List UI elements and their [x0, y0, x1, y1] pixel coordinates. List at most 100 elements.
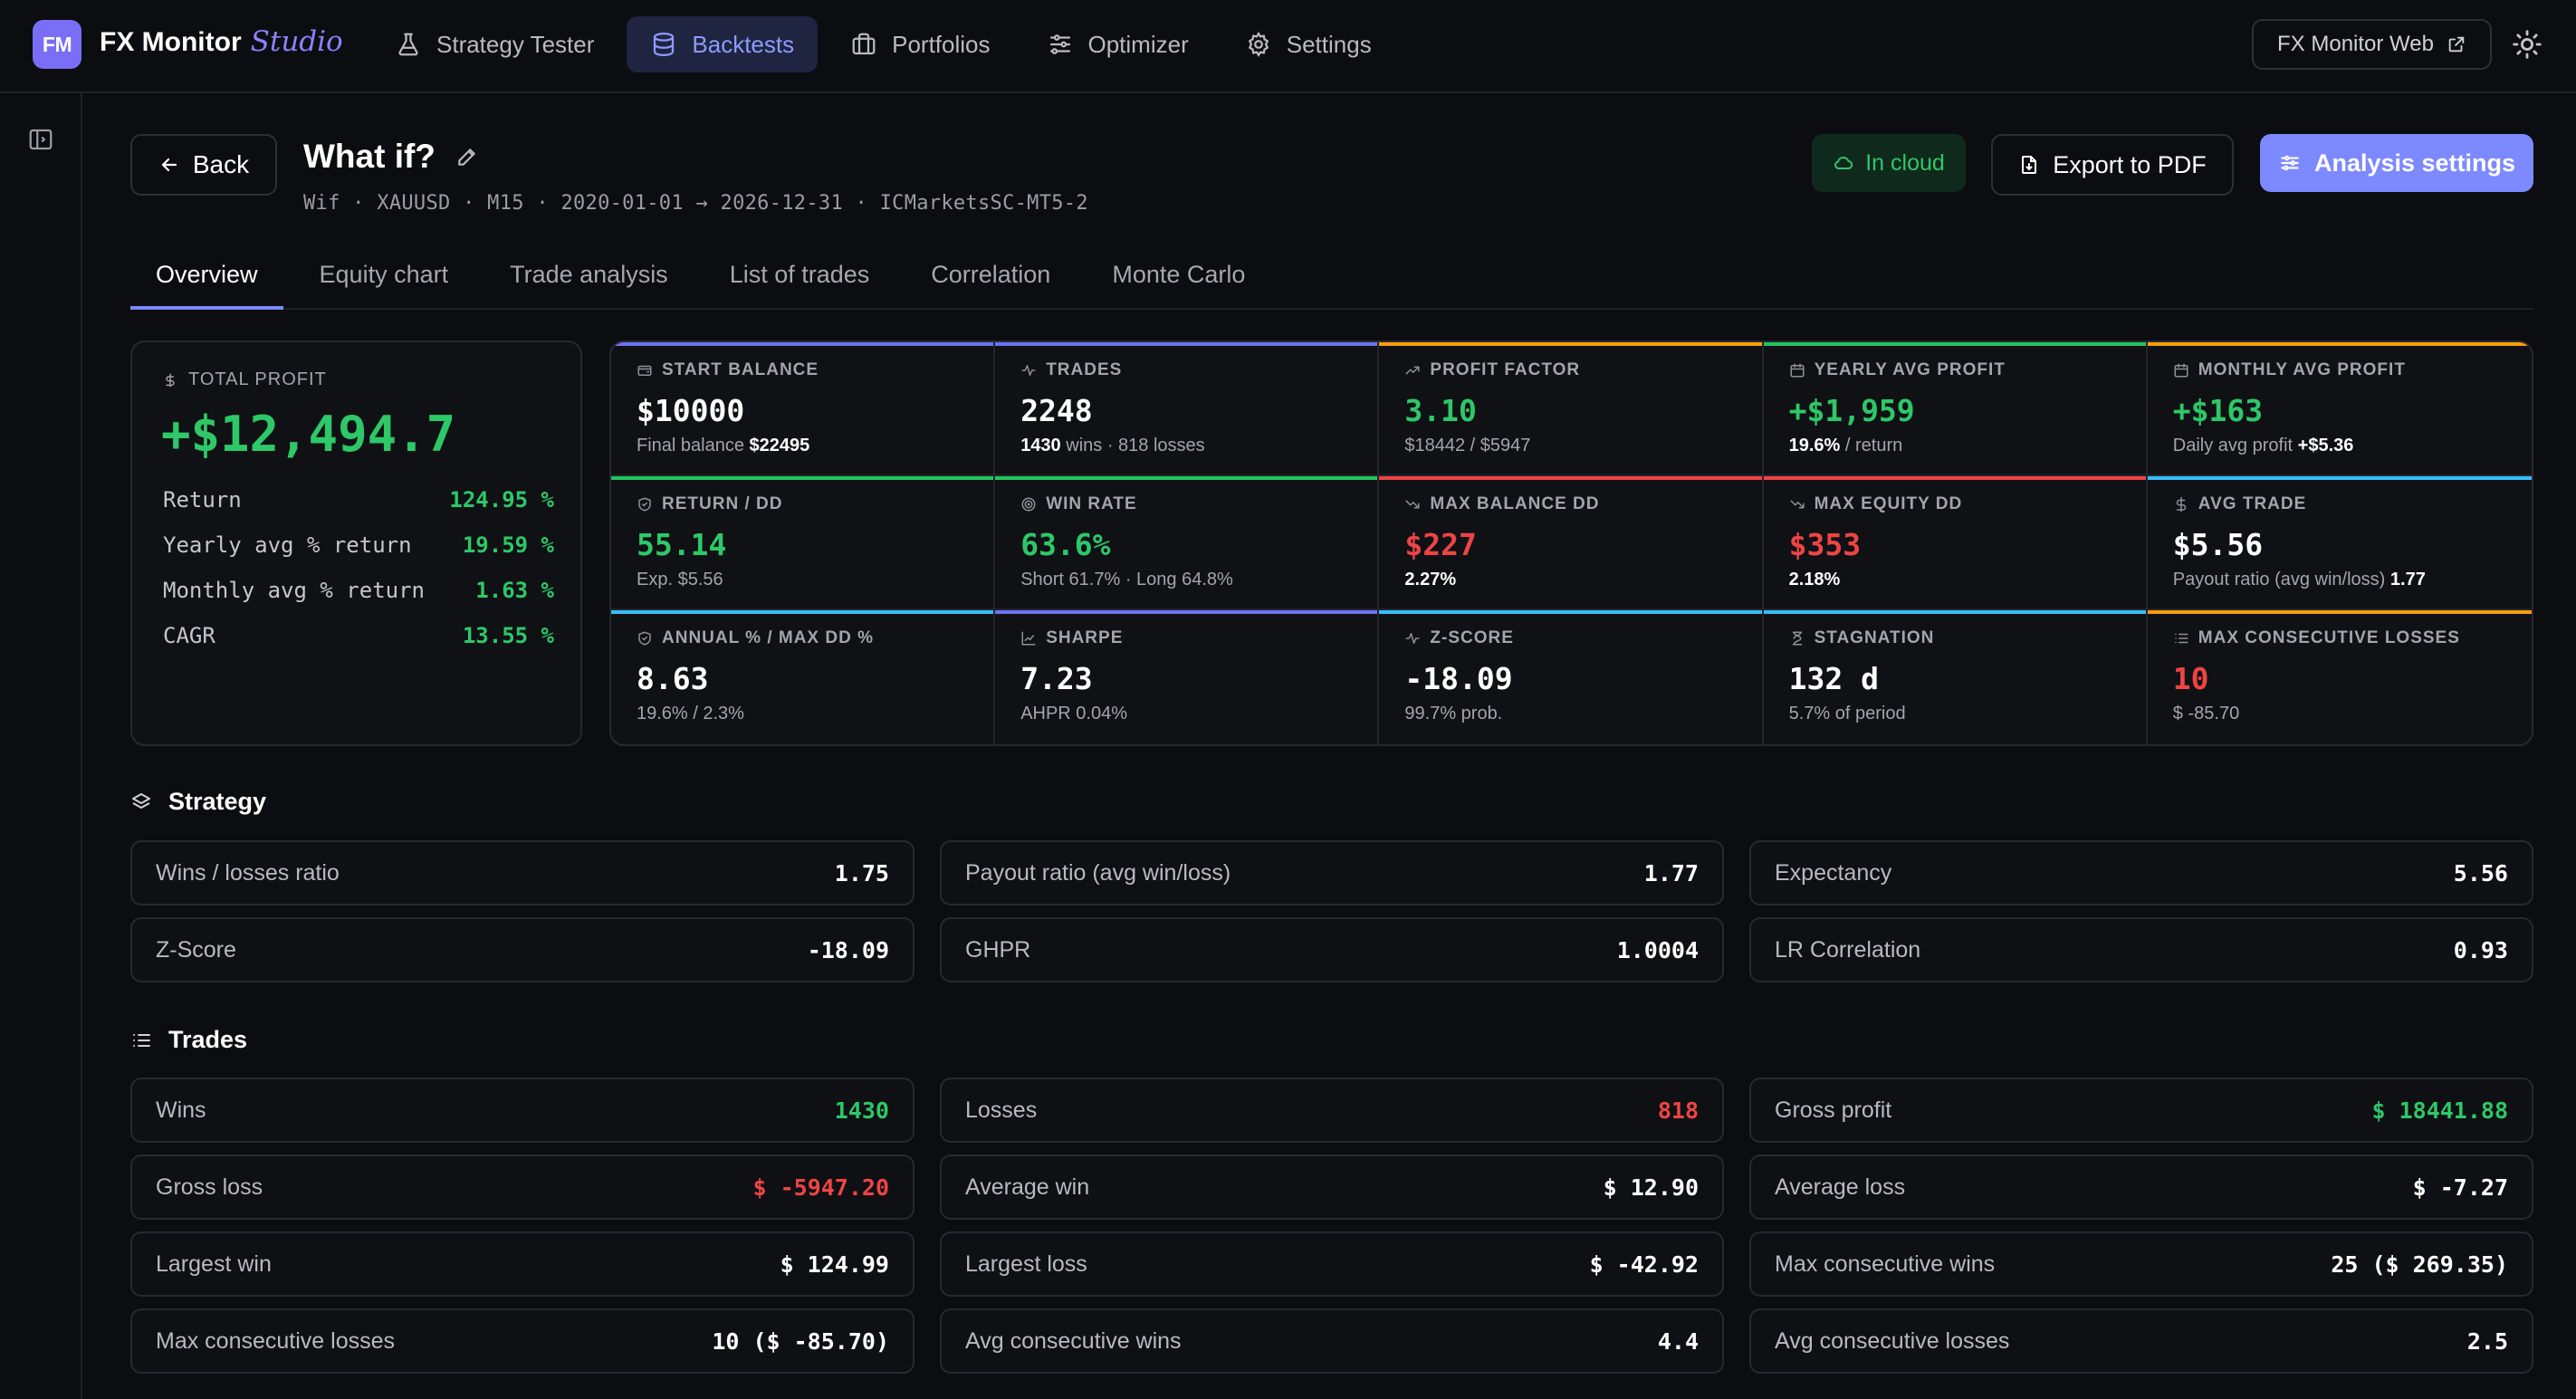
backtest-meta: Wif · XAUUSD · M15 · 2020-01-01 → 2026-1… — [303, 192, 1088, 215]
metric-card-monthly-avg-profit: MONTHLY AVG PROFIT +$163 Daily avg profit … — [2147, 342, 2532, 476]
list-icon — [133, 1033, 150, 1047]
main-nav: Strategy Tester Backtests Portfolios Opt… — [371, 16, 1395, 72]
stat-wins: Wins 1430 — [130, 1078, 915, 1143]
metric-label: MAX CONSECUTIVE LOSSES — [2173, 628, 2506, 648]
stat-value: $ 124.99 — [780, 1250, 889, 1278]
trades-section-title: Trades — [130, 1026, 247, 1054]
metric-sub-pre: 19.6% / 2.3% — [637, 704, 744, 723]
nav-strategy-tester[interactable]: Strategy Tester — [371, 16, 618, 72]
tab-correlation[interactable]: Correlation — [931, 261, 1051, 288]
strategy-section-title: Strategy — [130, 788, 266, 816]
tab-trade-analysis[interactable]: Trade analysis — [510, 261, 668, 288]
metric-accent-bar — [995, 476, 1378, 480]
nav-portfolios[interactable]: Portfolios — [827, 16, 1013, 72]
metric-value: $353 — [1788, 527, 1862, 562]
metric-sub-pre: Short 61.7% · Long 64.8% — [1020, 570, 1233, 589]
stat-value: 2.5 — [2466, 1327, 2508, 1355]
stat-wins-losses-ratio: Wins / losses ratio 1.75 — [130, 840, 915, 906]
stat-label: Wins — [156, 1097, 206, 1123]
chart-icon — [1021, 631, 1036, 646]
sun-icon — [2513, 30, 2542, 59]
metric-sub-bold: $22495 — [749, 436, 810, 455]
app-logo[interactable]: FM — [33, 20, 81, 69]
theme-toggle-button[interactable] — [2510, 27, 2544, 62]
metric-accent-bar — [1379, 610, 1762, 614]
metric-label-text: YEARLY AVG PROFIT — [1814, 360, 2006, 379]
layers-icon — [132, 792, 150, 809]
stat-label: Max consecutive losses — [156, 1327, 396, 1354]
metric-sub-bold: 2.27% — [1404, 570, 1457, 589]
stat-average-loss: Average loss $ -7.27 — [1749, 1155, 2533, 1220]
stat-value: 0.93 — [2453, 936, 2508, 963]
stat-value: 1430 — [834, 1097, 889, 1124]
tab-overview[interactable]: Overview — [130, 255, 283, 310]
tab-list-of-trades[interactable]: List of trades — [729, 261, 870, 288]
metric-label: RETURN / DD — [637, 494, 968, 514]
metric-sub-pre: Exp. $5.56 — [637, 570, 723, 589]
cloud-icon — [1834, 156, 1853, 169]
stat-average-win: Average win $ 12.90 — [940, 1155, 1724, 1220]
cloud-status-badge: In cloud — [1812, 134, 1966, 192]
metric-sub-pre: 5.7% of period — [1788, 704, 1906, 723]
stat-label: GHPR — [965, 936, 1031, 963]
metric-subtext: $ -85.70 — [2173, 704, 2506, 724]
metric-subtext: Daily avg profit +$5.36 — [2173, 436, 2506, 456]
nav-label: Settings — [1286, 30, 1372, 58]
row-label: CAGR — [163, 623, 215, 648]
profit-row-yearly: Yearly avg % return 19.59 % — [163, 532, 554, 578]
stat-value: $ -42.92 — [1589, 1250, 1699, 1278]
metric-label-text: MAX BALANCE DD — [1430, 494, 1600, 513]
metric-sub-bold: 2.18% — [1788, 570, 1841, 589]
analysis-settings-button[interactable]: Analysis settings — [2260, 134, 2533, 192]
total-profit-value: +$12,494.7 — [161, 406, 456, 463]
stat-value: 1.77 — [1643, 859, 1699, 886]
nav-settings[interactable]: Settings — [1221, 16, 1395, 72]
metric-value: $10000 — [637, 393, 745, 428]
metric-subtext: 1430 wins · 818 losses — [1020, 436, 1352, 456]
metric-accent-bar — [1379, 476, 1762, 480]
tab-monte-carlo[interactable]: Monte Carlo — [1112, 261, 1246, 288]
export-pdf-button[interactable]: Export to PDF — [1991, 134, 2234, 196]
calendar-icon — [1790, 363, 1805, 378]
metric-accent-bar — [2147, 610, 2532, 614]
metric-accent-bar — [611, 610, 994, 614]
nav-label: Optimizer — [1087, 30, 1189, 58]
stat-value: $ -5947.20 — [752, 1174, 889, 1201]
stat-value: 10 ($ -85.70) — [712, 1327, 889, 1355]
fx-monitor-web-button[interactable]: FX Monitor Web — [2252, 19, 2492, 70]
metric-card-profit-factor: PROFIT FACTOR 3.10 $18442 / $5947 — [1379, 342, 1764, 476]
metric-label-text: ANNUAL % / MAX DD % — [662, 628, 874, 647]
tab-equity-chart[interactable]: Equity chart — [319, 261, 449, 288]
nav-optimizer[interactable]: Optimizer — [1023, 16, 1212, 72]
metric-card-return-dd: RETURN / DD 55.14 Exp. $5.56 — [611, 476, 996, 610]
stat-largest-win: Largest win $ 124.99 — [130, 1231, 915, 1297]
stat-gross-profit: Gross profit $ 18441.88 — [1749, 1078, 2533, 1143]
row-value: 13.55 % — [462, 623, 554, 648]
stat-label: Gross loss — [156, 1174, 263, 1200]
nav-backtests[interactable]: Backtests — [627, 16, 819, 72]
metric-accent-bar — [995, 342, 1378, 346]
stat-value: 1.0004 — [1616, 936, 1699, 963]
sidebar-panel-icon — [29, 129, 53, 150]
metric-label-text: MAX CONSECUTIVE LOSSES — [2198, 628, 2460, 647]
brand-sub: Studio — [250, 25, 343, 58]
metric-value: 8.63 — [637, 661, 709, 696]
back-button[interactable]: Back — [130, 134, 277, 196]
edit-pencil-icon[interactable] — [455, 145, 479, 168]
app-brand[interactable]: FX Monitor Studio — [100, 25, 343, 58]
metric-accent-bar — [2147, 342, 2532, 346]
metric-accent-bar — [611, 342, 994, 346]
arrow-left-icon — [161, 158, 177, 172]
row-label: Monthly avg % return — [163, 578, 425, 603]
row-label: Return — [163, 487, 242, 513]
sliders-icon — [2281, 155, 2299, 171]
metric-card-max-balance-dd: MAX BALANCE DD $227 2.27% — [1379, 476, 1764, 610]
sidebar-toggle-button[interactable] — [27, 126, 54, 153]
metric-label: MONTHLY AVG PROFIT — [2173, 360, 2506, 380]
metric-label: SHARPE — [1020, 628, 1352, 648]
dollar-icon — [166, 373, 175, 387]
stat-label: LR Correlation — [1775, 936, 1921, 963]
metric-value: 10 — [2172, 661, 2209, 696]
stat-label: Max consecutive wins — [1775, 1250, 1996, 1277]
top-bar: FM FX Monitor Studio Strategy Tester Back… — [0, 0, 2576, 93]
